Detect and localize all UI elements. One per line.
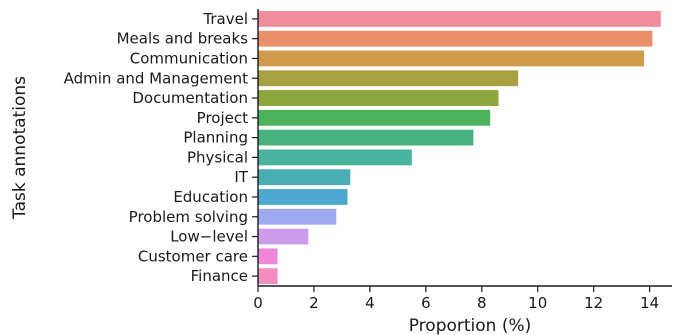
y-tick-label: Physical [187, 148, 248, 166]
y-tick-label: Low−level [170, 228, 248, 246]
y-tick-label: Education [173, 188, 248, 206]
x-ticks: 0 2 4 6 8 10 12 14 [253, 286, 659, 312]
bar [258, 268, 278, 285]
bars-group [258, 10, 661, 285]
bar [258, 90, 499, 106]
x-tick-label: 2 [309, 294, 319, 312]
x-tick-label: 12 [584, 294, 603, 312]
bar [258, 129, 474, 146]
y-tick-label: Documentation [132, 89, 248, 107]
x-axis-title: Proportion (%) [409, 316, 532, 335]
y-tick-label: Finance [191, 267, 248, 285]
y-tick-label: Admin and Management [64, 69, 248, 87]
y-tick-label: Problem solving [129, 208, 248, 226]
y-tick-label: Customer care [138, 247, 248, 265]
y-tick-label: Meals and breaks [117, 30, 249, 48]
bar [258, 70, 519, 87]
bar [258, 30, 653, 47]
bar [258, 10, 661, 27]
y-tick-label: Travel [202, 10, 248, 28]
bar [258, 149, 412, 166]
bar [258, 248, 278, 265]
x-tick-label: 4 [365, 294, 375, 312]
bar [258, 228, 309, 245]
y-tick-label: IT [234, 168, 248, 186]
y-axis-title: Task annotations [10, 76, 30, 220]
x-tick-label: 8 [477, 294, 487, 312]
bar [258, 109, 491, 126]
bar [258, 50, 645, 67]
x-tick-label: 6 [421, 294, 431, 312]
y-tick-label: Communication [130, 49, 248, 67]
bar [258, 208, 337, 225]
y-tick-label: Project [197, 109, 248, 127]
bar [258, 169, 351, 186]
x-tick-label: 14 [640, 294, 659, 312]
y-tick-label: Planning [183, 129, 248, 147]
x-tick-label: 0 [253, 294, 263, 312]
bar [258, 189, 348, 205]
x-tick-label: 10 [528, 294, 547, 312]
